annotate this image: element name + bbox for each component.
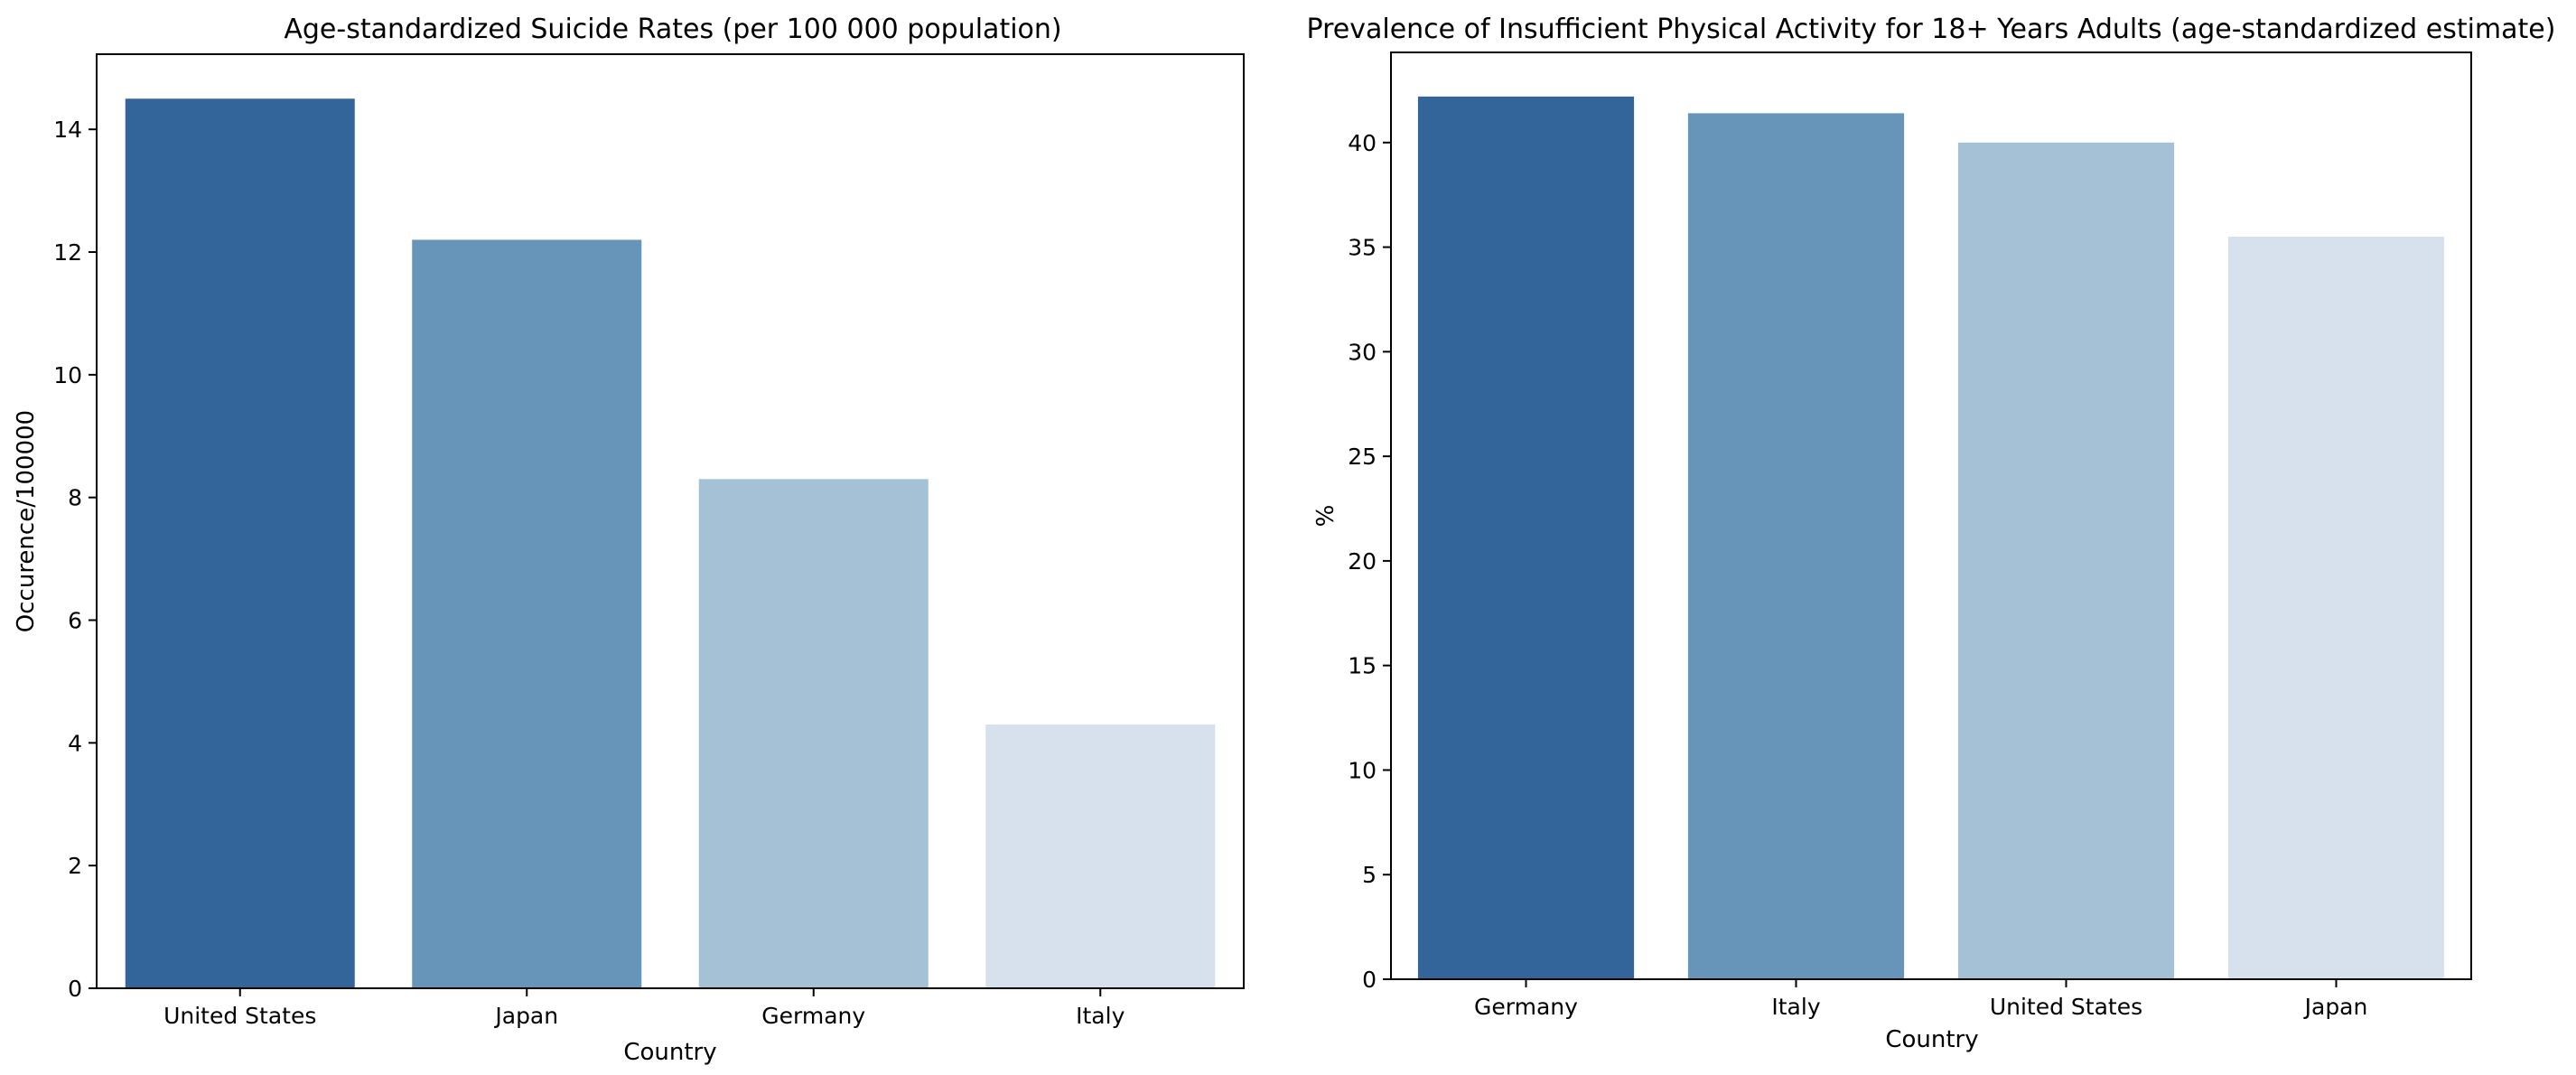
bar — [1417, 96, 1635, 980]
plot-frame — [1390, 51, 2472, 980]
bar — [1687, 113, 1905, 980]
bars — [125, 98, 1216, 988]
bar — [985, 724, 1216, 988]
y-tick-label: 0 — [68, 976, 82, 1002]
bar — [412, 239, 642, 988]
y-tick-label: 6 — [68, 608, 82, 634]
y-tick-label: 14 — [53, 117, 82, 143]
x-axis-label: Country — [1885, 1026, 1978, 1053]
chart-title: Age-standardized Suicide Rates (per 100 … — [284, 14, 1061, 45]
y-tick-label: 4 — [68, 730, 82, 756]
bar — [1957, 142, 2175, 980]
y-tick-label: 30 — [1348, 339, 1377, 365]
y-tick-label: 10 — [53, 362, 82, 388]
y-axis-ticks: 0 2 4 6 8 10 12 14 — [53, 117, 97, 1002]
bar — [698, 479, 929, 988]
x-axis-ticks: United States Japan Germany Italy — [163, 988, 1125, 1029]
x-tick-label: Italy — [1771, 994, 1820, 1020]
y-tick-label: 15 — [1348, 653, 1377, 679]
chart-suicide-rates: Age-standardized Suicide Rates (per 100 … — [13, 14, 1245, 1066]
plot-frame — [96, 53, 1245, 989]
y-axis-ticks: 0 5 10 15 20 25 30 35 40 — [1348, 130, 1391, 993]
x-tick-label: United States — [1990, 994, 2142, 1020]
y-tick-label: 12 — [53, 239, 82, 266]
x-tick-label: Germany — [761, 1003, 865, 1029]
x-tick-label: Italy — [1076, 1003, 1125, 1029]
x-axis-ticks: Germany Italy United States Japan — [1474, 979, 2367, 1020]
chart-title: Prevalence of Insufficient Physical Acti… — [1307, 14, 2556, 45]
y-tick-label: 8 — [68, 485, 82, 511]
x-tick-label: United States — [163, 1003, 316, 1029]
y-tick-label: 20 — [1348, 548, 1377, 575]
y-axis-label: Occurence/100000 — [13, 410, 40, 632]
bar — [125, 98, 355, 988]
y-tick-label: 35 — [1348, 235, 1377, 261]
chart-physical-activity: Prevalence of Insufficient Physical Acti… — [1307, 14, 2556, 1053]
y-tick-label: 25 — [1348, 444, 1377, 470]
x-axis-label: Country — [623, 1039, 716, 1066]
bars — [1417, 96, 2445, 980]
bar — [2227, 236, 2445, 979]
x-tick-label: Germany — [1474, 994, 1578, 1020]
x-tick-label: Japan — [493, 1003, 558, 1029]
x-tick-label: Japan — [2303, 994, 2368, 1020]
y-tick-label: 0 — [1362, 967, 1377, 993]
y-tick-label: 5 — [1362, 862, 1377, 888]
y-axis-label: % — [1312, 505, 1339, 528]
y-tick-label: 2 — [68, 853, 82, 879]
y-tick-label: 10 — [1348, 757, 1377, 783]
y-tick-label: 40 — [1348, 130, 1377, 156]
